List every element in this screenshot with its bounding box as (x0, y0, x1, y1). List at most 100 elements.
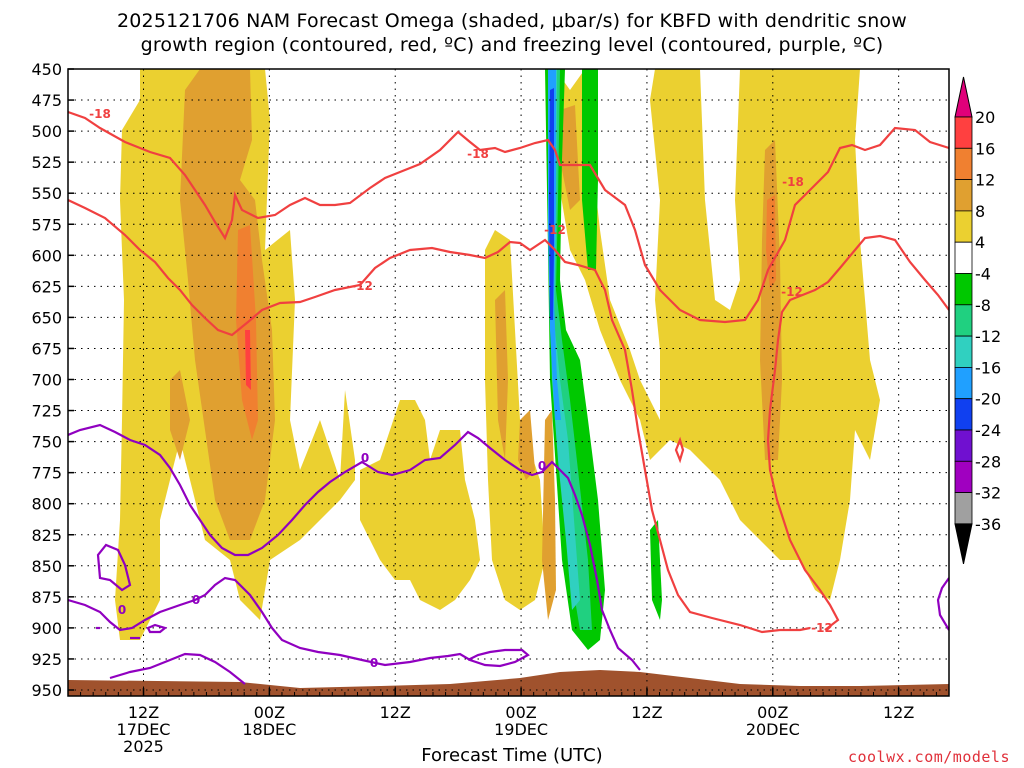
omega-cyan-region-1 (548, 69, 580, 610)
omega-green-region-1 (545, 69, 605, 650)
omega-green-region-3 (650, 520, 662, 620)
x-tick-label: 2025 (123, 737, 164, 756)
x-axis-title: Forecast Time (UTC) (421, 745, 603, 766)
colorbar-label: -12 (975, 327, 1001, 346)
contour-label: -18 (89, 107, 111, 121)
x-tick-label: 20DEC (746, 720, 800, 739)
contour-label: -12 (781, 285, 803, 299)
omega-orange-light-region-7 (518, 410, 535, 480)
colorbar-label: -8 (975, 296, 991, 315)
x-tick-label: 00Z (254, 703, 285, 722)
y-tick-label: 925 (31, 650, 62, 669)
y-tick-label: 950 (31, 681, 62, 700)
colorbar-label: 16 (975, 139, 995, 158)
y-tick-label: 625 (31, 277, 62, 296)
dgz-contour-minus18-upper (68, 110, 949, 324)
y-tick-label: 600 (31, 246, 62, 265)
y-tick-label: 825 (31, 526, 62, 545)
contour-label: 0 (361, 451, 369, 465)
y-tick-label: 700 (31, 371, 62, 390)
colorbar-label: 12 (975, 171, 995, 190)
colorbar-swatch (954, 335, 973, 368)
y-tick-label: 875 (31, 588, 62, 607)
contour-label: 0 (118, 603, 126, 617)
colorbar-label: 8 (975, 202, 985, 221)
omega-orange-light-region-2 (170, 370, 190, 460)
colorbar-swatch (954, 273, 973, 306)
colorbar-swatch (954, 366, 973, 400)
colorbar-label: 4 (975, 233, 985, 252)
y-tick-label: 900 (31, 619, 62, 638)
colorbar-swatch (954, 179, 973, 212)
freezing-contour-0-main (68, 423, 641, 671)
colorbar-swatch (954, 210, 973, 243)
freezing-contour-0-right-edge (936, 577, 949, 631)
x-tick-label: 12Z (631, 703, 662, 722)
x-tick-label: 12Z (380, 703, 411, 722)
contour-layer (68, 110, 949, 685)
colorbar: 20 16 12 8 4 -4 -8 -12 -16 -20 -24 -28 -32 -36 (954, 76, 1001, 565)
freezing-contour-0-small-loop (146, 623, 168, 634)
x-tick-label: 00Z (757, 703, 788, 722)
colorbar-swatch (954, 492, 973, 525)
colorbar-swatch (954, 304, 973, 337)
contour-label: -12 (351, 279, 373, 293)
contour-label: 0 (538, 459, 546, 473)
colorbar-swatch (954, 147, 973, 181)
colorbar-swatch (954, 460, 973, 493)
colorbar-swatch (954, 398, 973, 431)
x-tick-label: 00Z (505, 703, 536, 722)
colorbar-label: -20 (975, 390, 1001, 409)
y-tick-label: 500 (31, 122, 62, 141)
y-tick-label: 775 (31, 464, 62, 483)
freezing-contour-0-lower (68, 576, 530, 668)
contour-label-layer: -18 -18 -18 -12 -12 -12 -12 0 0 0 0 0 (89, 107, 833, 670)
dgz-contour-small-loop (674, 436, 685, 464)
colorbar-label: -24 (975, 421, 1001, 440)
dgz-contour-minus12-right (766, 234, 949, 631)
colorbar-label: -36 (975, 515, 1001, 534)
chart-title-line-2: growth region (contoured, red, ºC) and f… (140, 34, 884, 56)
colorbar-label: -32 (975, 484, 1001, 503)
omega-yellow-region-2 (360, 400, 480, 610)
colorbar-swatch (954, 429, 973, 462)
omega-orange-light-region-3 (495, 290, 508, 460)
credit-text: coolwx.com/models (847, 748, 1010, 766)
x-tick-label: 17DEC (117, 720, 171, 739)
y-tick-label: 550 (31, 184, 62, 203)
dgz-contour-minus12-upper (68, 199, 811, 634)
colorbar-bottom-arrow (954, 523, 973, 565)
freezing-contour-0-bottom-left (109, 652, 246, 685)
omega-red-region-1 (245, 330, 251, 390)
contour-label: -18 (467, 147, 489, 161)
y-axis-layer: 450 475 500 525 550 575 600 625 650 675 700 725 750 7… (31, 60, 74, 700)
omega-shading-layer (115, 69, 880, 650)
y-tick-label: 475 (31, 91, 62, 110)
y-tick-label: 450 (31, 60, 62, 79)
chart-title-line-1: 2025121706 NAM Forecast Omega (shaded, μ… (116, 10, 907, 32)
omega-yellow-region-4 (555, 69, 880, 600)
x-tick-label: 18DEC (242, 720, 296, 739)
contour-label: -12 (544, 223, 566, 237)
colorbar-top-arrow (954, 76, 973, 118)
terrain-layer (68, 670, 949, 696)
omega-yellow-region-3 (485, 230, 545, 610)
contour-label: 0 (192, 593, 200, 607)
colorbar-swatch (954, 116, 973, 149)
freezing-contour-0-left-loop (96, 543, 132, 592)
contour-label: -12 (811, 621, 833, 635)
colorbar-label: -4 (975, 265, 991, 284)
y-tick-label: 725 (31, 402, 62, 421)
colorbar-label: -28 (975, 452, 1001, 471)
y-tick-label: 575 (31, 215, 62, 234)
colorbar-label: -16 (975, 358, 1001, 377)
contour-label: -18 (782, 175, 804, 189)
y-tick-label: 525 (31, 153, 62, 172)
omega-green-region-2 (582, 69, 598, 270)
colorbar-swatch (954, 241, 973, 274)
y-tick-label: 650 (31, 308, 62, 327)
x-tick-label: 12Z (883, 703, 914, 722)
y-tick-label: 675 (31, 339, 62, 358)
